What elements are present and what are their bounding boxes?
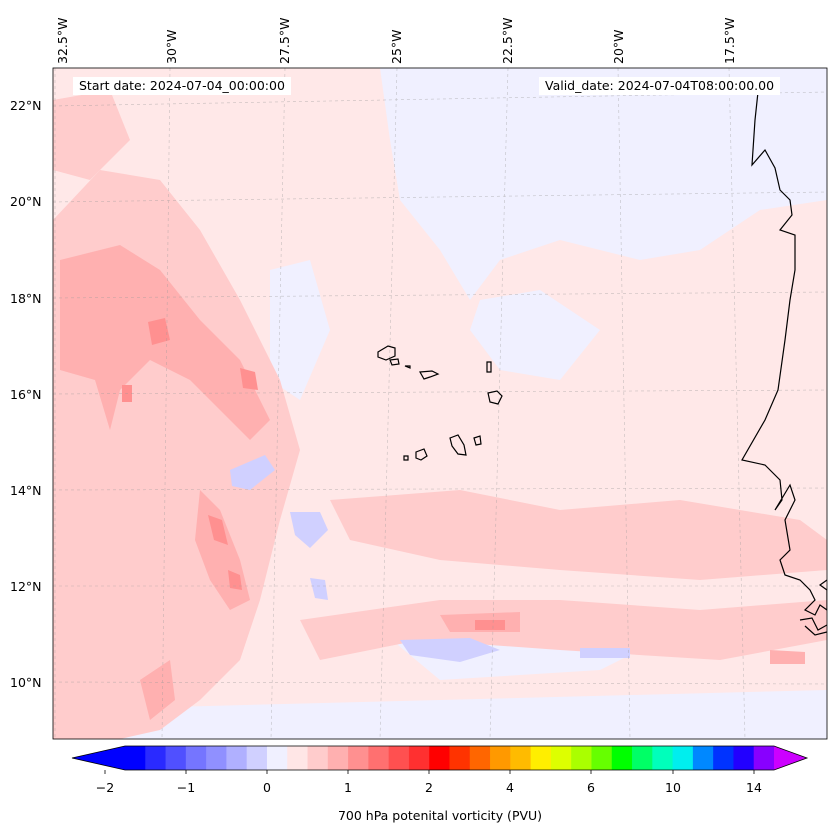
- pv-blue-patch: [290, 512, 328, 548]
- colorbar-swatch: [246, 746, 268, 770]
- colorbar-swatch: [206, 746, 227, 770]
- pv-blue-patch: [580, 648, 630, 658]
- pv-negative-region: [270, 260, 330, 400]
- lon-label: 32.5°W: [55, 17, 70, 64]
- colorbar-tick-label: 14: [746, 780, 762, 795]
- lat-label: 10°N: [10, 675, 42, 690]
- colorbar-swatch: [368, 746, 390, 770]
- lon-label: 25°W: [389, 29, 404, 64]
- colorbar-swatch: [469, 746, 491, 770]
- colorbar-tick-label: −1: [176, 780, 196, 795]
- lat-label: 12°N: [10, 579, 42, 594]
- island-fogo: [415, 448, 428, 461]
- pv-positive-region: [330, 490, 827, 580]
- pv-negative-region: [470, 290, 600, 380]
- pv-peak-region: [148, 318, 170, 345]
- pv-positive-region: [53, 90, 130, 180]
- lat-label: 20°N: [10, 194, 42, 209]
- colorbar-under-arrow: [72, 746, 125, 770]
- island-sao-nicolau: [419, 370, 440, 380]
- pv-negative-region: [53, 690, 827, 739]
- map-frame: [52, 67, 828, 740]
- lon-label: 22.5°W: [500, 17, 515, 64]
- island-maio: [473, 435, 482, 446]
- pv-peak-region: [208, 515, 228, 545]
- pv-strong-region: [140, 660, 175, 720]
- pv-field: [53, 68, 827, 739]
- pv-peak-region: [240, 368, 258, 390]
- colorbar-tick-label: 0: [263, 780, 271, 795]
- pv-peak-region: [475, 620, 505, 630]
- colorbar-swatch: [348, 746, 369, 770]
- colorbar-swatch: [226, 746, 248, 770]
- lat-label: 14°N: [10, 483, 42, 498]
- lon-label: 17.5°W: [722, 17, 737, 64]
- colorbar: [71, 745, 809, 774]
- start-date-label: Start date: 2024-07-04_00:00:00: [73, 77, 291, 95]
- island-boa-vista: [487, 390, 503, 405]
- pv-positive-region: [300, 600, 827, 660]
- colorbar-swatch: [753, 746, 775, 770]
- colorbar-swatch: [692, 746, 714, 770]
- colorbar-tick-label: 2: [425, 780, 433, 795]
- colorbar-swatch: [145, 746, 167, 770]
- pv-blue-patch: [230, 455, 275, 490]
- island-santa-luzia: [404, 365, 411, 369]
- colorbar-swatch: [550, 746, 572, 770]
- colorbar-swatch: [287, 746, 309, 770]
- pv-blue-patch: [400, 638, 500, 662]
- gridlines: [53, 68, 827, 739]
- colorbar-outline: [71, 745, 809, 771]
- colorbar-tick-label: −2: [95, 780, 115, 795]
- colorbar-swatch: [530, 746, 552, 770]
- colorbar-swatch: [510, 746, 532, 770]
- lon-label: 30°W: [164, 29, 179, 64]
- colorbar-swatch: [733, 746, 755, 770]
- colorbar-tick-label: 1: [344, 780, 352, 795]
- colorbar-tick-label: 10: [665, 780, 681, 795]
- lon-label: 20°W: [611, 29, 626, 64]
- pv-strong-region: [60, 245, 270, 440]
- island-brava: [403, 455, 409, 461]
- pv-blue-patch: [310, 578, 328, 600]
- colorbar-title: 700 hPa potenital vorticity (PVU): [337, 808, 543, 823]
- colorbar-tick-label: 4: [506, 780, 514, 795]
- colorbar-swatch: [125, 746, 146, 770]
- pv-peak-region: [228, 570, 242, 590]
- colorbar-swatch: [591, 746, 613, 770]
- island-sao-vicente: [389, 358, 400, 366]
- valid-date-label: Valid_date: 2024-07-04T08:00:00.00: [539, 77, 781, 95]
- colorbar-swatch: [165, 746, 187, 770]
- island-santo-antao: [377, 345, 396, 361]
- colorbar-swatch: [266, 746, 288, 770]
- island-santiago: [449, 434, 467, 456]
- colorbar-swatch: [652, 746, 674, 770]
- colorbar-swatch: [408, 746, 430, 770]
- colorbar-over-arrow: [774, 746, 807, 770]
- coastline-islands: [377, 345, 503, 461]
- lat-label: 16°N: [10, 387, 42, 402]
- colorbar-swatch: [429, 746, 450, 770]
- colorbar-swatch: [611, 746, 633, 770]
- colorbar-swatch: [490, 746, 511, 770]
- colorbar-swatch: [327, 746, 349, 770]
- colorbar-swatch: [632, 746, 653, 770]
- colorbar-swatch: [571, 746, 592, 770]
- colorbar-swatch: [307, 746, 329, 770]
- colorbar-swatch: [449, 746, 471, 770]
- pv-negative-region: [380, 68, 827, 300]
- lat-label: 18°N: [10, 291, 42, 306]
- lon-label: 27.5°W: [277, 17, 292, 64]
- pv-strong-region: [770, 650, 805, 664]
- coastline-gambia: [799, 617, 827, 636]
- colorbar-swatch: [388, 746, 410, 770]
- lat-label: 22°N: [10, 98, 42, 113]
- coastline-africa: [741, 91, 827, 616]
- colorbar-swatch: [672, 746, 694, 770]
- colorbar-swatch: [185, 746, 207, 770]
- island-sal: [486, 361, 492, 373]
- colorbar-tick-label: 6: [587, 780, 595, 795]
- colorbar-swatch: [713, 746, 734, 770]
